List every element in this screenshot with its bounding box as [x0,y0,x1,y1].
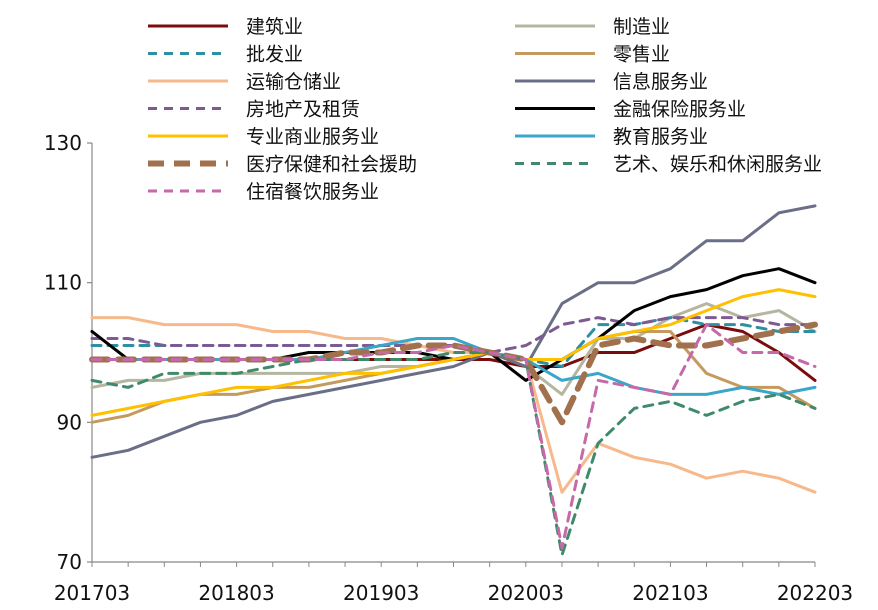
legend-item: 住宿餐饮服务业 [148,181,379,203]
legend-item: 金融保险服务业 [515,99,746,121]
x-tick-label: 202003 [488,581,564,605]
series-line-9 [90,288,817,417]
legend-label: 住宿餐饮服务业 [246,181,379,203]
x-tick-label: 201703 [54,581,130,605]
y-tick-label: 110 [44,271,82,295]
legend-item: 建筑业 [148,16,303,38]
x-tick-label: 201903 [343,581,419,605]
series-line-6 [90,204,817,459]
series-line-13 [90,323,817,550]
legend-label: 批发业 [246,44,303,66]
x-tick-label: 202203 [777,581,853,605]
legend-item: 批发业 [148,44,303,66]
legend-label: 教育服务业 [613,126,708,148]
legend-item: 房地产及租赁 [148,99,360,121]
chart-series-lines [89,204,818,557]
x-tick-label: 201803 [198,581,274,605]
legend-item: 运输仓储业 [148,71,341,93]
y-tick-label: 130 [44,131,82,155]
series-line-12 [90,351,817,557]
legend-label: 艺术、娱乐和休闲服务业 [613,154,822,176]
legend-label: 专业商业服务业 [246,126,379,148]
x-tick-label: 202103 [632,581,708,605]
legend-label: 医疗保健和社会援助 [246,154,417,176]
legend-item: 教育服务业 [515,126,708,148]
legend-label: 零售业 [613,44,670,66]
legend-item: 制造业 [515,16,670,38]
legend-item: 专业商业服务业 [148,126,379,148]
y-tick-label: 90 [57,410,82,434]
legend-item: 零售业 [515,44,670,66]
legend-item: 信息服务业 [515,71,708,93]
legend-label: 金融保险服务业 [613,99,746,121]
legend-label: 信息服务业 [613,71,708,93]
legend-label: 房地产及租赁 [246,99,360,121]
legend-label: 制造业 [613,16,670,38]
legend-item: 医疗保健和社会援助 [148,154,417,176]
legend-label: 建筑业 [246,16,303,38]
y-tick-label: 70 [57,550,82,574]
chart-axes: 70 90 110 130 201703 201803 201903 202003 202103… [44,131,853,605]
legend-label: 运输仓储业 [246,71,341,93]
legend-item: 艺术、娱乐和休闲服务业 [515,154,822,176]
